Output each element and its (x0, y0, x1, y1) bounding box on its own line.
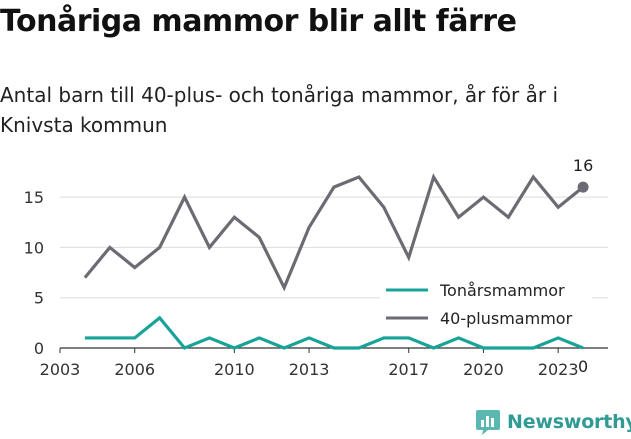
x-tick-label: 2023 (538, 360, 579, 379)
y-tick-label: 0 (34, 339, 44, 358)
legend-background (380, 276, 592, 334)
brand-name: Newsworthy (507, 411, 631, 433)
x-axis: 2003 2006 2010 2013 2017 2020 2023 (40, 347, 608, 379)
x-tick-label: 2010 (214, 360, 255, 379)
x-tick-label: 2006 (114, 360, 155, 379)
bar-chart-icon (476, 410, 500, 435)
y-axis: 0 5 10 15 (24, 188, 44, 358)
y-tick-label: 5 (34, 289, 44, 308)
end-label-tonarsmammor: 0 (578, 357, 588, 376)
end-label-40-plusmammor: 16 (573, 156, 593, 175)
legend: Tonårsmammor 40-plusmammor (380, 276, 592, 334)
x-tick-label: 2013 (289, 360, 330, 379)
x-tick-label: 2020 (463, 360, 504, 379)
newsworthy-logo: Newsworthy (475, 407, 631, 437)
series-lines (83, 173, 585, 350)
y-tick-label: 15 (24, 188, 44, 207)
end-labels: 16 0 (573, 156, 593, 376)
x-tick-label: 2003 (40, 360, 81, 379)
chart-title: Tonåriga mammor blir allt färre (0, 4, 517, 39)
chart-subtitle: Antal barn till 40-plus- och tonåriga ma… (0, 83, 559, 137)
line-chart: 0 5 10 15 2003 2006 2010 2013 2017 2020 2023 16 0 … (24, 156, 608, 379)
series-line-40-plusmammor (83, 173, 585, 292)
legend-label-tonarsmammor: Tonårsmammor (439, 281, 565, 300)
y-tick-label: 10 (24, 238, 44, 257)
legend-label-40-plusmammor: 40-plusmammor (440, 309, 573, 328)
x-tick-label: 2017 (388, 360, 429, 379)
end-marker-40-plusmammor (577, 181, 589, 193)
